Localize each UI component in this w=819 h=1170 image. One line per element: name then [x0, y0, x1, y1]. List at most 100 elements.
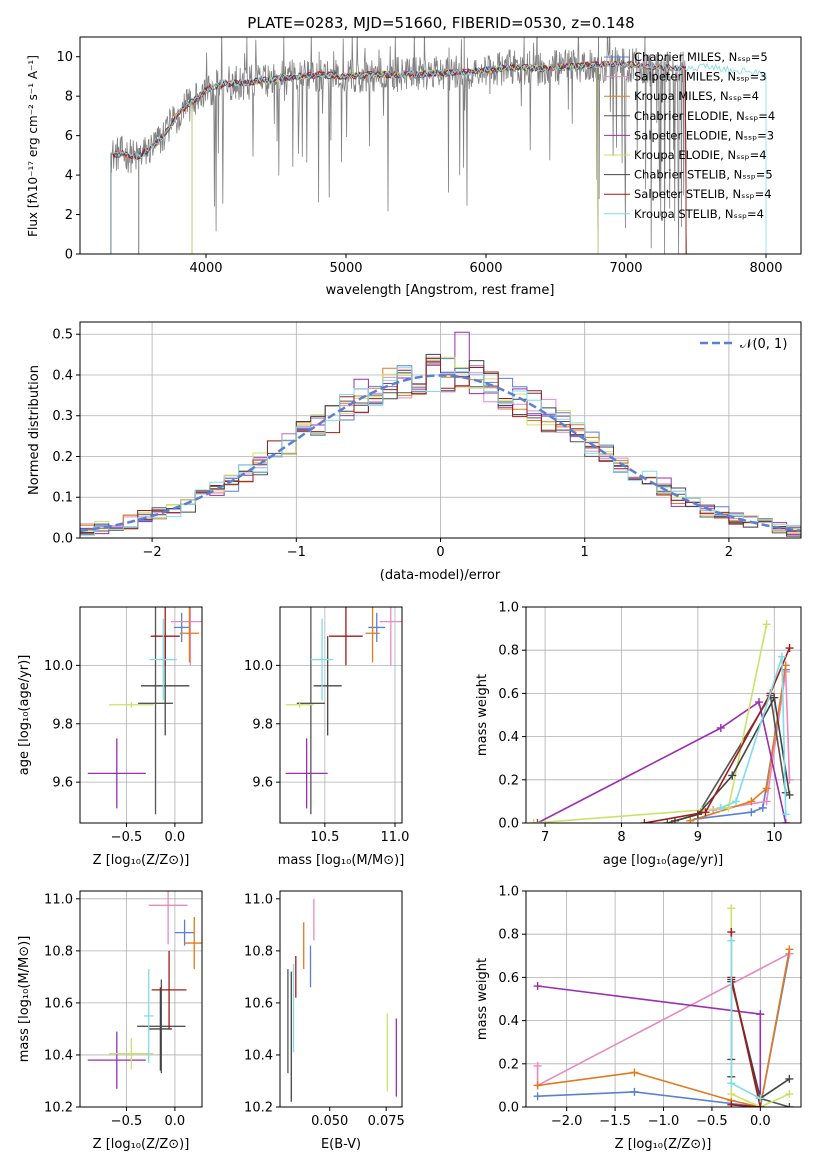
plus-marker [701, 808, 710, 817]
legend-entry: Kroupa STELIB, Nₛₛₚ=4 [634, 207, 764, 221]
y-tick-label: 0.2 [52, 450, 73, 465]
plus-marker [785, 1074, 794, 1083]
x-tick-label: 4000 [189, 261, 222, 276]
plus-marker [732, 797, 741, 806]
mass-weight-line [533, 624, 768, 823]
error-bar-point [174, 919, 195, 946]
y-tick-label: 0 [65, 248, 73, 263]
plus-marker [756, 1094, 765, 1103]
error-bar-point [143, 969, 154, 1063]
residual-histogram-step [80, 367, 801, 536]
grid-lines [280, 607, 402, 823]
error-bar-point [179, 607, 200, 663]
age-vs-metallicity-y-label: age [log₁₀(age/yr)] [17, 655, 32, 776]
plus-marker [785, 1090, 794, 1099]
mass-vs-metallicity-x-label: Z [log₁₀(Z/Z⊙)] [93, 1137, 190, 1152]
data-layer [533, 904, 794, 1107]
y-tick-label: 11.0 [44, 892, 73, 907]
error-bar-point [368, 612, 386, 643]
data-layer [87, 891, 202, 1089]
error-bar-point [148, 891, 188, 945]
error-bar-point [313, 636, 342, 736]
plus-marker [716, 723, 725, 732]
axis-ticks: 7 8 9 10 0.0 0.2 0.4 0.6 0.8 1.0 [498, 601, 782, 846]
legend-entry: Salpeter MILES, Nₛₛₚ=3 [634, 70, 767, 84]
mass-weight-line [537, 700, 787, 823]
y-tick-label: 9.6 [52, 776, 73, 791]
error-bar-point [296, 607, 325, 815]
plus-marker [762, 784, 771, 793]
y-tick-label: 0.8 [498, 644, 519, 659]
error-bar-point [137, 979, 186, 1074]
plus-marker [762, 620, 771, 629]
plus-marker [785, 1103, 794, 1107]
weight-vs-age-x-label: age [log₁₀(age/yr)] [603, 853, 724, 868]
x-tick-label: 0.0 [165, 830, 186, 845]
y-tick-label: 0.0 [498, 817, 519, 832]
histogram-legend: 𝒩(0, 1) [700, 337, 787, 352]
x-tick-label: 7 [541, 830, 549, 845]
x-tick-label: −1.0 [648, 1114, 680, 1129]
plus-marker [754, 698, 763, 707]
plus-marker [777, 652, 786, 661]
normal-distribution-curve [80, 374, 801, 533]
y-tick-label: 10.2 [244, 1101, 273, 1116]
plus-marker [716, 803, 725, 812]
error-bar-point [379, 607, 402, 666]
spectrum-axes-frame [79, 36, 802, 255]
plus-marker [756, 1103, 765, 1107]
plus-marker [686, 816, 695, 823]
plus-marker [533, 819, 542, 823]
histogram-x-label: (data-model)/error [380, 568, 501, 583]
error-bar-point [149, 618, 177, 701]
spectrum-panel: 4000 5000 6000 7000 8000 0 2 4 6 8 10 wavelength [… [26, 36, 802, 298]
plus-marker [630, 1087, 639, 1096]
x-tick-label: 10.5 [310, 830, 339, 845]
data-layer [87, 607, 202, 815]
x-tick-label: 1 [581, 545, 589, 560]
grid-lines [80, 607, 202, 823]
plus-marker [758, 803, 767, 812]
plus-marker [762, 797, 771, 806]
y-tick-label: 0.1 [52, 491, 73, 506]
weight-vs-age-panel: 7 8 9 10 0.0 0.2 0.4 0.6 0.8 1.0 age [log₁₀(age/y… [475, 601, 802, 868]
legend-entry: Chabrier STELIB, Nₛₛₚ=5 [634, 168, 773, 182]
legend-entry: Chabrier MILES, Nₛₛₚ=5 [634, 50, 768, 64]
y-tick-label: 0.2 [498, 1057, 519, 1072]
mass-weight-line [720, 656, 787, 815]
age-vs-metallicity-panel: −0.5 0.0 9.6 9.8 10.0 Z [log₁₀(Z/Z⊙)] age [l… [17, 606, 203, 868]
plus-marker [533, 1081, 542, 1090]
figure-title: PLATE=0283, MJD=51660, FIBERID=0530, z=0… [247, 14, 634, 32]
histogram-axes-frame [79, 321, 802, 539]
error-bar-point [285, 738, 328, 809]
plus-marker [781, 810, 790, 819]
age-vs-mass-x-label: mass [log₁₀(M/M⊙)] [278, 853, 405, 868]
weight-vs-metallicity-axes-frame [525, 890, 802, 1108]
model-spectrum-line [110, 60, 687, 254]
y-tick-label: 10.4 [244, 1048, 273, 1063]
residual-histogram-panel: −2 −1 0 1 2 0.0 0.1 0.2 0.3 0.4 0.5 (data-model)/e… [27, 321, 802, 583]
plus-marker [727, 936, 736, 945]
axis-ticks: 0.050 0.075 10.2 10.4 10.6 10.8 11.0 [244, 892, 405, 1129]
legend-entry: Kroupa MILES, Nₛₛₚ=4 [634, 89, 759, 103]
error-bar-point [87, 738, 146, 809]
mass-vs-reddening-panel: 0.050 0.075 10.2 10.4 10.6 10.8 11.0 E(B-V) [244, 890, 405, 1152]
age-vs-metallicity-axes-frame [79, 606, 203, 824]
y-tick-label: 0.8 [498, 928, 519, 943]
x-tick-label: −2 [143, 545, 162, 560]
mass-vs-metallicity-panel: −0.5 0.0 10.2 10.4 10.6 10.8 11.0 Z [log₁₀(Z/Z… [17, 890, 203, 1152]
error-bar-point [310, 618, 334, 701]
plus-marker [756, 1010, 765, 1019]
y-tick-label: 10.2 [44, 1101, 73, 1116]
data-layer [285, 607, 402, 815]
plus-marker [533, 1061, 542, 1070]
plus-marker [785, 790, 794, 799]
mass-vs-reddening-axes-frame [279, 890, 403, 1108]
plus-marker [727, 928, 736, 937]
y-tick-label: 0.6 [498, 687, 519, 702]
plus-marker [640, 819, 649, 823]
mass-vs-metallicity-y-label: mass [log₁₀(M/M⊙)] [17, 936, 32, 1063]
y-tick-label: 11.0 [244, 892, 273, 907]
mass-weight-line [644, 647, 791, 823]
